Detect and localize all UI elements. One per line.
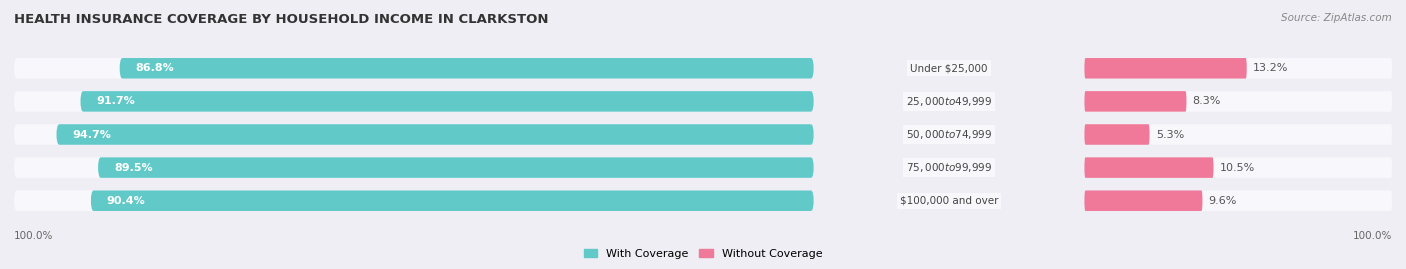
FancyBboxPatch shape	[1084, 58, 1247, 79]
Text: 90.4%: 90.4%	[107, 196, 146, 206]
Text: 13.2%: 13.2%	[1253, 63, 1288, 73]
Text: HEALTH INSURANCE COVERAGE BY HOUSEHOLD INCOME IN CLARKSTON: HEALTH INSURANCE COVERAGE BY HOUSEHOLD I…	[14, 13, 548, 26]
Text: Under $25,000: Under $25,000	[910, 63, 988, 73]
Text: 86.8%: 86.8%	[135, 63, 174, 73]
Text: 10.5%: 10.5%	[1220, 162, 1256, 173]
FancyBboxPatch shape	[1084, 91, 1392, 112]
Text: $25,000 to $49,999: $25,000 to $49,999	[905, 95, 993, 108]
FancyBboxPatch shape	[1084, 190, 1392, 211]
Text: 5.3%: 5.3%	[1156, 129, 1184, 140]
FancyBboxPatch shape	[1084, 58, 1392, 79]
FancyBboxPatch shape	[1084, 124, 1392, 145]
Text: $75,000 to $99,999: $75,000 to $99,999	[905, 161, 993, 174]
Text: 100.0%: 100.0%	[1353, 231, 1392, 241]
Text: $50,000 to $74,999: $50,000 to $74,999	[905, 128, 993, 141]
FancyBboxPatch shape	[14, 58, 814, 79]
Text: 8.3%: 8.3%	[1192, 96, 1220, 107]
FancyBboxPatch shape	[14, 190, 814, 211]
Text: 9.6%: 9.6%	[1209, 196, 1237, 206]
FancyBboxPatch shape	[80, 91, 814, 112]
FancyBboxPatch shape	[1084, 190, 1202, 211]
Text: $100,000 and over: $100,000 and over	[900, 196, 998, 206]
Text: 100.0%: 100.0%	[14, 231, 53, 241]
FancyBboxPatch shape	[14, 124, 814, 145]
Text: 94.7%: 94.7%	[73, 129, 111, 140]
Text: Source: ZipAtlas.com: Source: ZipAtlas.com	[1281, 13, 1392, 23]
Legend: With Coverage, Without Coverage: With Coverage, Without Coverage	[579, 245, 827, 263]
FancyBboxPatch shape	[1084, 91, 1187, 112]
FancyBboxPatch shape	[56, 124, 814, 145]
FancyBboxPatch shape	[14, 91, 814, 112]
Text: 91.7%: 91.7%	[97, 96, 135, 107]
FancyBboxPatch shape	[1084, 157, 1213, 178]
FancyBboxPatch shape	[120, 58, 814, 79]
FancyBboxPatch shape	[98, 157, 814, 178]
FancyBboxPatch shape	[14, 157, 814, 178]
FancyBboxPatch shape	[1084, 124, 1150, 145]
FancyBboxPatch shape	[1084, 157, 1392, 178]
FancyBboxPatch shape	[91, 190, 814, 211]
Text: 89.5%: 89.5%	[114, 162, 153, 173]
